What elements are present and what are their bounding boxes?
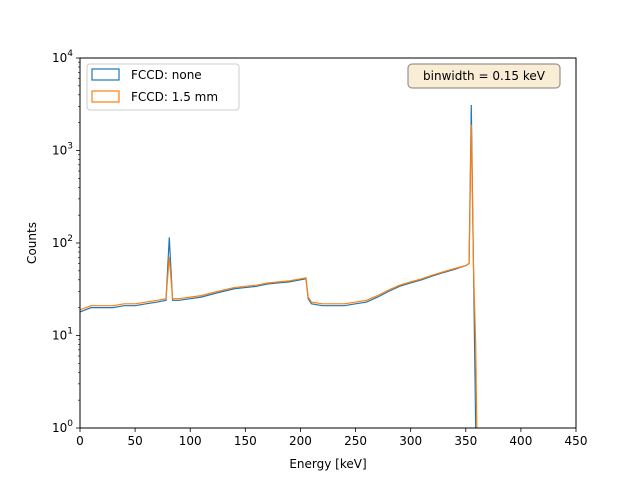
x-tick-label: 100 <box>179 434 202 448</box>
x-tick-label: 250 <box>344 434 367 448</box>
series-line-0 <box>80 105 477 428</box>
annotation: binwidth = 0.15 keV <box>407 63 561 89</box>
legend-swatch-fccd-none <box>91 68 120 81</box>
legend-label-fccd-1-5mm: FCCD: 1.5 mm <box>131 90 218 104</box>
x-tick-label: 350 <box>454 434 477 448</box>
x-axis: 0 50 100 150 200 250 300 350 400 450 <box>76 428 587 448</box>
x-tick-label: 200 <box>289 434 312 448</box>
x-tick-label: 150 <box>234 434 257 448</box>
y-tick-label: 101 <box>52 327 73 343</box>
series-line-1 <box>80 124 478 428</box>
y-tick-label: 104 <box>52 49 73 65</box>
x-tick-label: 50 <box>127 434 142 448</box>
y-tick-label: 103 <box>52 142 73 158</box>
legend-label-fccd-none: FCCD: none <box>131 68 202 82</box>
legend-box <box>86 63 240 111</box>
x-tick-label: 450 <box>565 434 588 448</box>
annotation-box <box>407 63 561 89</box>
legend: FCCD: none FCCD: 1.5 mm <box>86 63 240 111</box>
x-tick-label: 400 <box>509 434 532 448</box>
y-axis: 100 101 102 103 104 <box>52 49 80 435</box>
x-axis-label: Energy [keV] <box>289 457 366 471</box>
x-tick-label: 300 <box>399 434 422 448</box>
y-tick-label: 100 <box>52 419 73 435</box>
x-tick-label: 0 <box>76 434 84 448</box>
y-axis-label: Counts <box>25 222 39 264</box>
y-tick-label: 102 <box>52 234 73 250</box>
series-layer <box>80 105 478 428</box>
legend-swatch-fccd-1-5mm <box>91 90 120 103</box>
annotation-text: binwidth = 0.15 keV <box>423 69 546 83</box>
